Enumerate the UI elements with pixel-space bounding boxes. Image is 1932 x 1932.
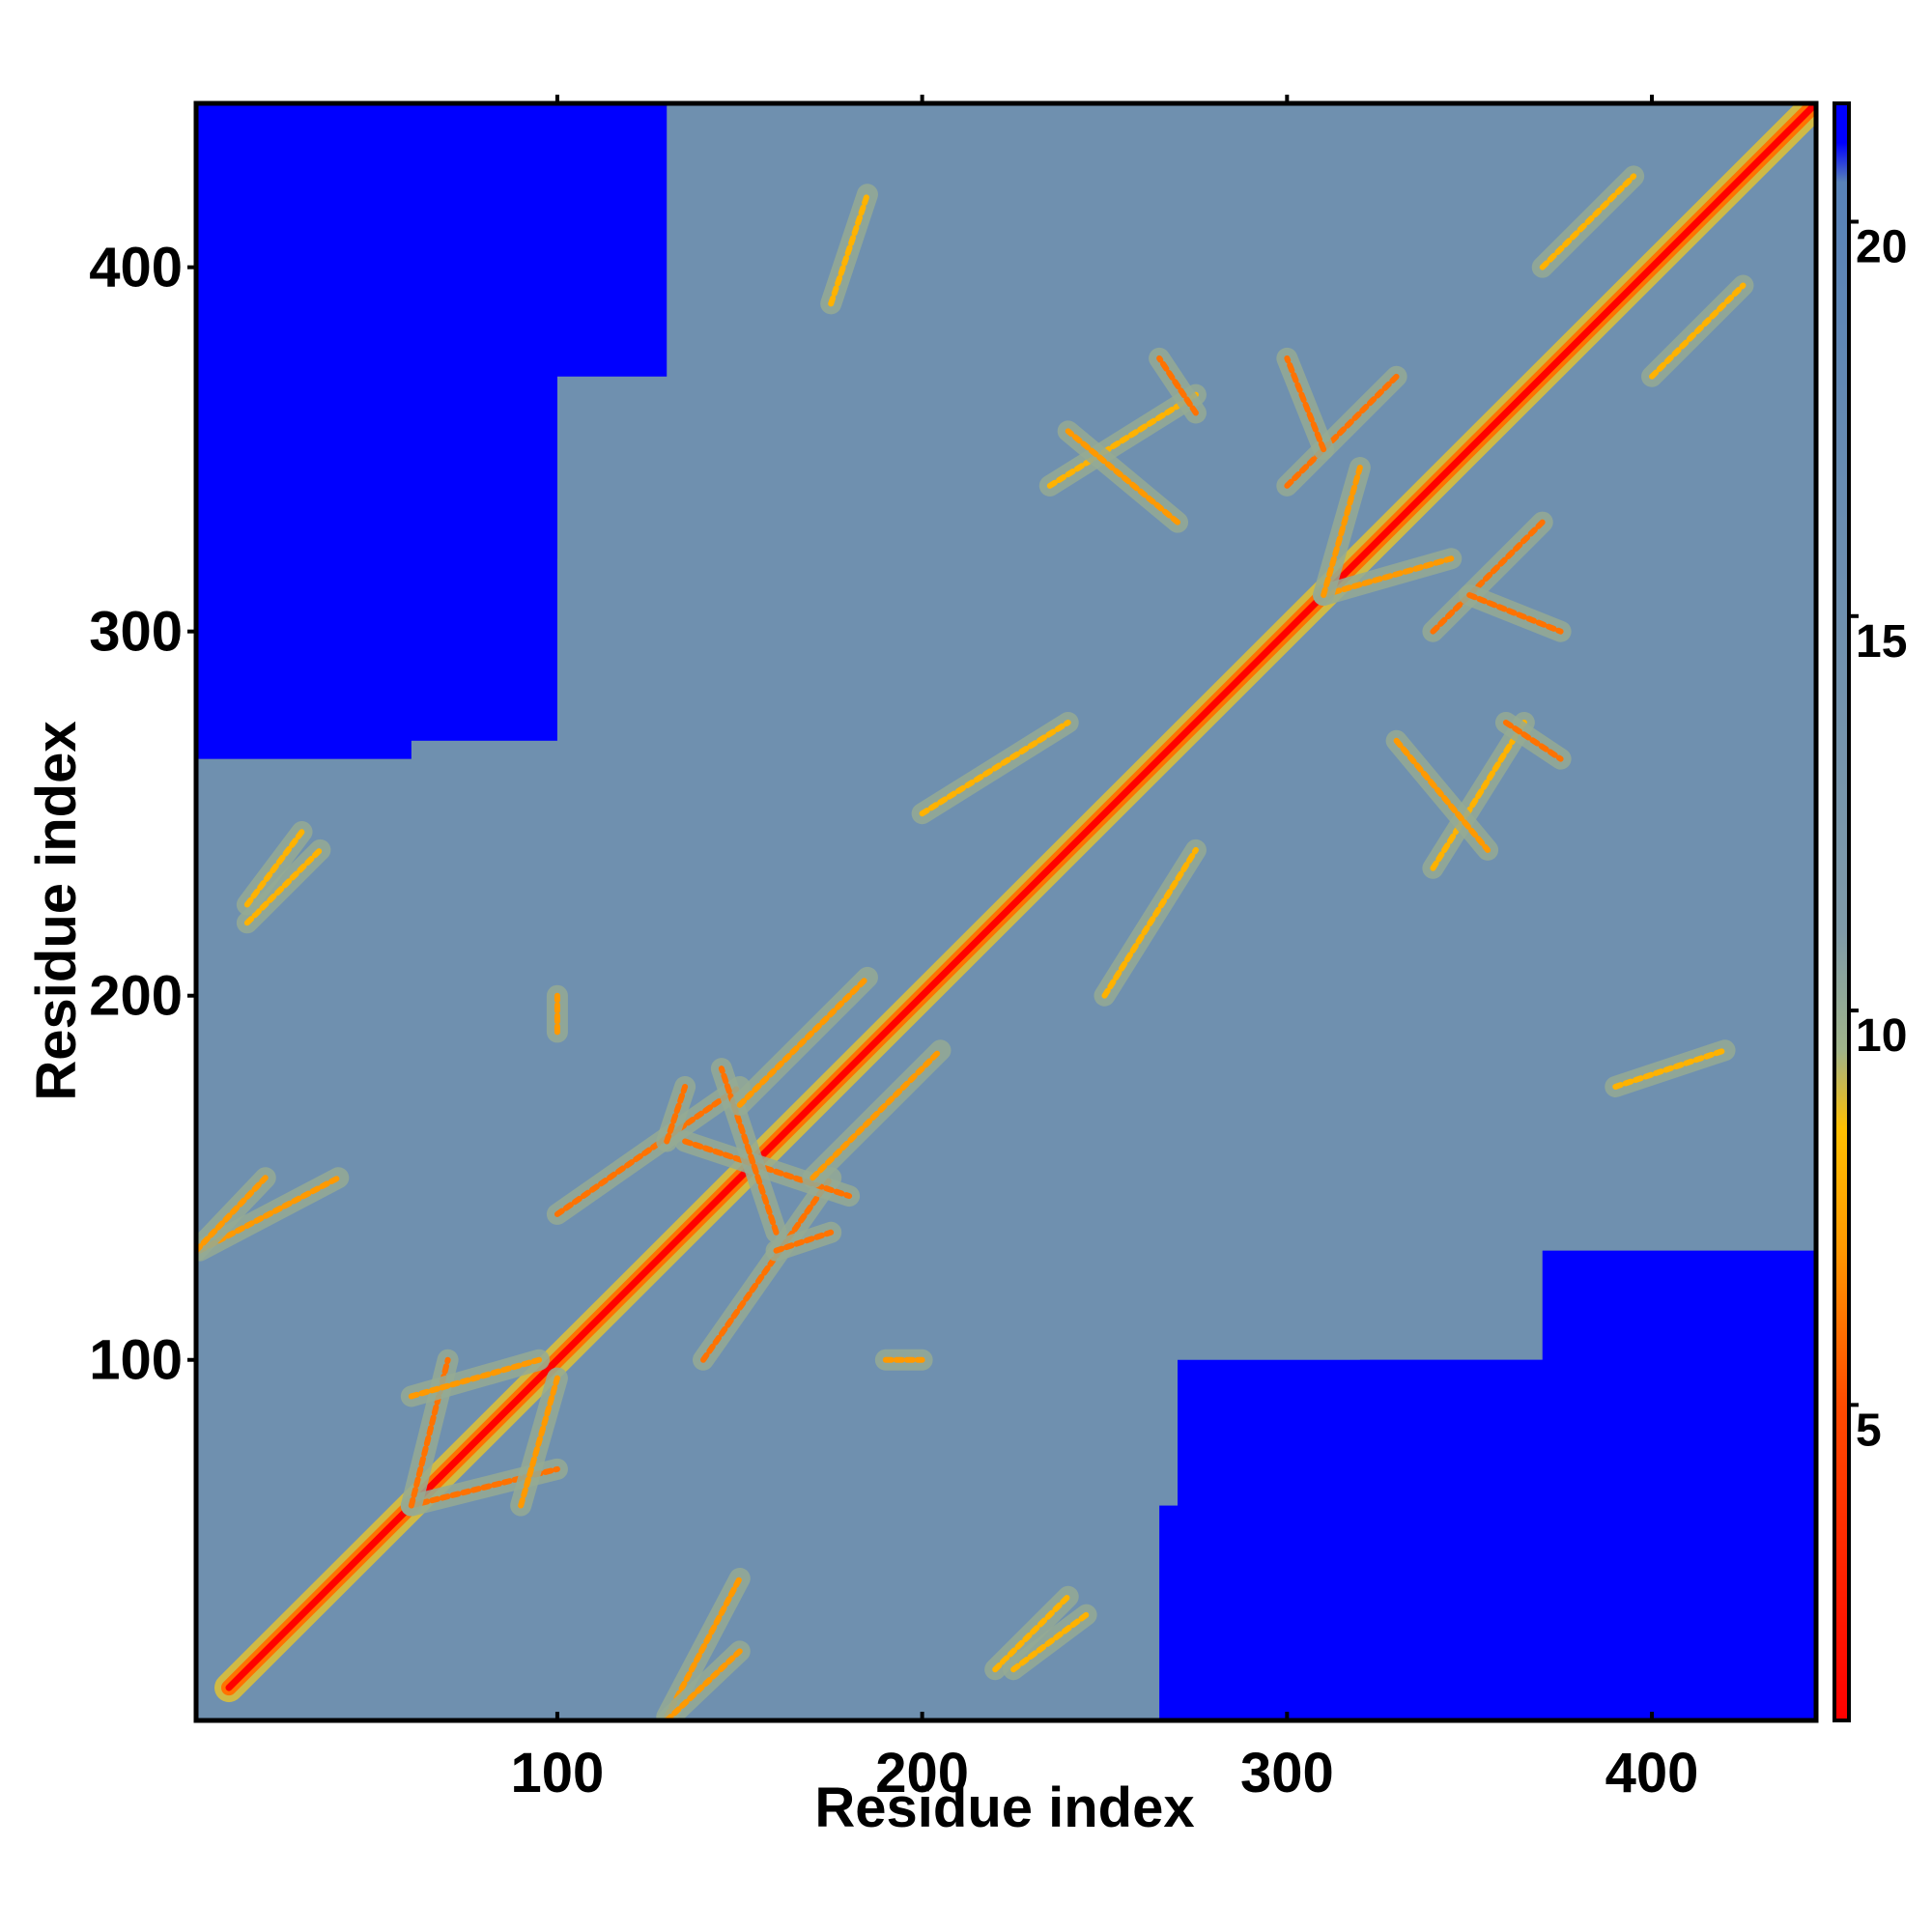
heatmap-contact: [518, 1375, 560, 1509]
y-tick-label: 300: [89, 601, 183, 664]
heatmap-contact: [554, 1083, 743, 1217]
x-tick-label: 400: [1605, 1742, 1699, 1804]
heatmap-contact: [682, 1138, 853, 1200]
y-tick-label: 100: [89, 1329, 183, 1392]
heatmap-contact: [1539, 173, 1637, 270]
heatmap-far-region: [1359, 1359, 1816, 1506]
heatmap-far-region: [411, 103, 557, 559]
heatmap-contact: [196, 1175, 342, 1254]
heatmap-contact: [1156, 355, 1199, 416]
heatmap-contact: [1010, 1611, 1090, 1673]
heatmap-contact: [828, 191, 870, 307]
x-tick-label: 300: [1240, 1742, 1334, 1804]
heatmap-contact: [408, 1356, 543, 1400]
plot-frame: [193, 100, 1819, 1723]
x-tick-label: 200: [875, 1742, 969, 1804]
y-tick-label: 200: [89, 965, 183, 1028]
colorbar-tick-label: 15: [1856, 616, 1907, 668]
heatmap-contact: [243, 846, 324, 926]
colorbar-tick-label: 10: [1856, 1010, 1907, 1062]
y-axis-title: Residue index: [25, 721, 88, 1100]
heatmap-contact: [992, 1593, 1071, 1673]
heatmap-plot-area: [196, 103, 1816, 1720]
heatmap-contact: [664, 1575, 743, 1720]
heatmap-contact: [1393, 737, 1492, 853]
heatmap-contact: [700, 1175, 835, 1363]
x-tick-label: 100: [511, 1742, 605, 1804]
colorbar: [1833, 101, 1851, 1722]
heatmap-contact: [1101, 846, 1199, 999]
heatmap-contact: [1649, 282, 1747, 380]
heatmap-contact: [1502, 719, 1564, 762]
heatmap-contact: [1284, 373, 1400, 489]
y-tick-label: 400: [89, 237, 183, 299]
heatmap-contact: [773, 1229, 835, 1254]
x-axis: 100 200 300 400: [511, 95, 1699, 1804]
heatmap-contact: [664, 1648, 743, 1720]
heatmap-contact: [1612, 1047, 1728, 1090]
y-axis: 100 200 300 400: [89, 237, 196, 1392]
colorbar-ticks: 5 10 15 20: [1849, 219, 1907, 1456]
heatmap-contact: [664, 1083, 689, 1145]
heatmap-diagonal: [225, 103, 1816, 1691]
colorbar-tick-label: 20: [1856, 221, 1907, 272]
heatmap-contact: [718, 1065, 780, 1236]
heatmap-contact: [1065, 428, 1181, 526]
heatmap-contact: [1046, 391, 1199, 489]
heatmap-contact: [810, 1047, 944, 1181]
heatmap-contact: [1321, 555, 1455, 598]
heatmap-contact: [1466, 591, 1564, 635]
heatmap-contact: [1321, 465, 1363, 598]
heatmap-contact: [919, 719, 1071, 817]
heatmap-contact: [1430, 519, 1546, 635]
x-axis-title: Residue index: [814, 1776, 1194, 1839]
colorbar-tick-label: 5: [1856, 1405, 1882, 1456]
heatmap-contact: [243, 829, 305, 908]
heatmap-contact: [1430, 719, 1527, 871]
heatmap-contact: [736, 974, 870, 1108]
heatmap-contact: [196, 1175, 269, 1254]
heatmap-contact: [1284, 355, 1327, 453]
